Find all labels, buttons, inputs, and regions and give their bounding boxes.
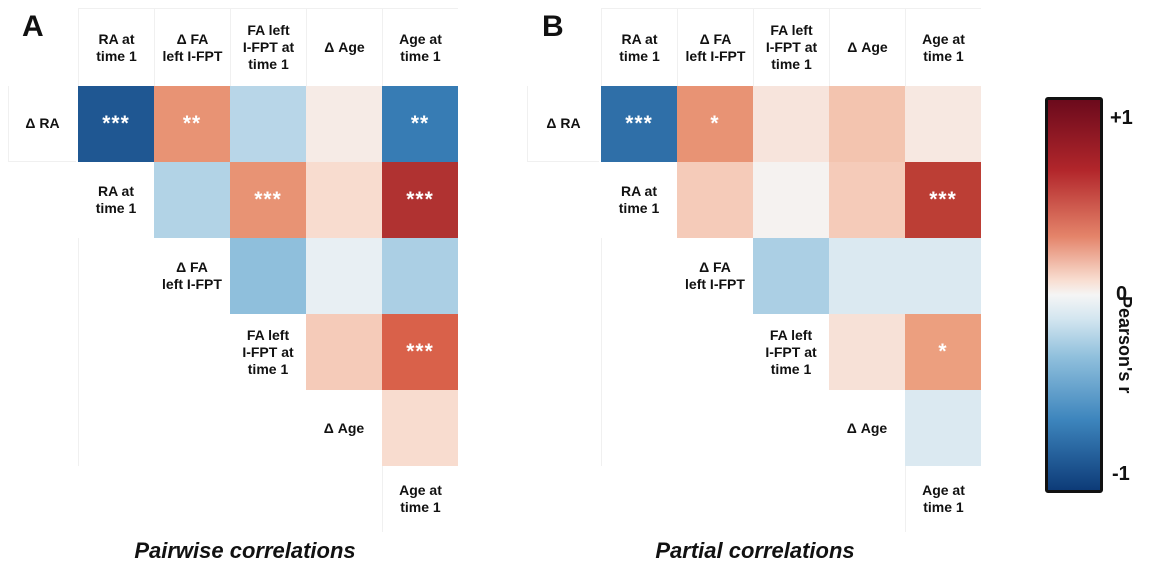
- column-header: FA left I-FPT at time 1: [753, 8, 829, 86]
- heatmap-cell: [753, 162, 829, 238]
- significance-stars: ***: [406, 340, 434, 363]
- significance-stars: ***: [929, 188, 957, 211]
- colorbar-mid-label: 0: [1116, 283, 1128, 306]
- column-header: FA left I-FPT at time 1: [230, 8, 306, 86]
- footer-label: Age at time 1: [905, 466, 981, 532]
- heatmap-cell: [829, 86, 905, 162]
- colorbar: [1045, 97, 1103, 493]
- row-label: Δ RA: [527, 86, 599, 162]
- heatmap-cell: [382, 238, 458, 314]
- heatmap-cell: [677, 162, 753, 238]
- heatmap-cell: [905, 162, 981, 238]
- heatmap-cell: [306, 238, 382, 314]
- heatmap-cell: [382, 314, 458, 390]
- row-label: RA at time 1: [601, 162, 677, 238]
- column-header: Δ FA left I-FPT: [154, 8, 230, 86]
- row-label: Δ Age: [306, 390, 382, 466]
- panel-letter: A: [22, 10, 44, 43]
- heatmap-cell: [306, 314, 382, 390]
- heatmap-cell: [601, 86, 677, 162]
- row-label: FA left I-FPT at time 1: [753, 314, 829, 390]
- significance-stars: *: [938, 340, 948, 363]
- row-label: FA left I-FPT at time 1: [230, 314, 306, 390]
- colorbar-title: Pearson's r: [1115, 296, 1135, 394]
- heatmap-cell: [230, 162, 306, 238]
- heatmap-cell: [905, 238, 981, 314]
- significance-stars: *: [710, 112, 720, 135]
- significance-stars: **: [410, 112, 430, 135]
- heatmap-cell: [306, 162, 382, 238]
- heatmap-cell: [829, 314, 905, 390]
- heatmap-cell: [905, 314, 981, 390]
- heatmap-cell: [382, 390, 458, 466]
- heatmap-cell: [905, 390, 981, 466]
- heatmap-cell: [829, 238, 905, 314]
- heatmap-cell: [677, 86, 753, 162]
- heatmap-cell: [753, 86, 829, 162]
- row-label: Δ FA left I-FPT: [677, 238, 753, 314]
- heatmap-cell: [829, 162, 905, 238]
- significance-stars: **: [182, 112, 202, 135]
- colorbar-max-label: +1: [1110, 107, 1133, 130]
- row-label: Δ FA left I-FPT: [154, 238, 230, 314]
- column-header: Δ FA left I-FPT: [677, 8, 753, 86]
- heatmap-cell: [230, 86, 306, 162]
- heatmap-cell: [78, 86, 154, 162]
- panel-letter: B: [542, 10, 564, 43]
- significance-stars: ***: [254, 188, 282, 211]
- panel-caption: Partial correlations: [655, 538, 855, 563]
- heatmap-cell: [154, 162, 230, 238]
- heatmap-cell: [753, 238, 829, 314]
- row-label: RA at time 1: [78, 162, 154, 238]
- heatmap-cell: [382, 86, 458, 162]
- heatmap-cell: [382, 162, 458, 238]
- significance-stars: ***: [102, 112, 130, 135]
- heatmap-cell: [230, 238, 306, 314]
- column-header: RA at time 1: [78, 8, 154, 86]
- heatmap-cell: [154, 86, 230, 162]
- column-header: RA at time 1: [601, 8, 677, 86]
- heatmap-cell: [306, 86, 382, 162]
- column-header: Age at time 1: [382, 8, 458, 86]
- significance-stars: ***: [625, 112, 653, 135]
- footer-label: Age at time 1: [382, 466, 458, 532]
- column-header: Δ Age: [306, 8, 382, 86]
- significance-stars: ***: [406, 188, 434, 211]
- heatmap-cell: [905, 86, 981, 162]
- row-label: Δ RA: [8, 86, 76, 162]
- panel-caption: Pairwise correlations: [134, 538, 356, 563]
- row-label: Δ Age: [829, 390, 905, 466]
- column-header: Age at time 1: [905, 8, 981, 86]
- column-header: Δ Age: [829, 8, 905, 86]
- colorbar-min-label: -1: [1112, 463, 1130, 486]
